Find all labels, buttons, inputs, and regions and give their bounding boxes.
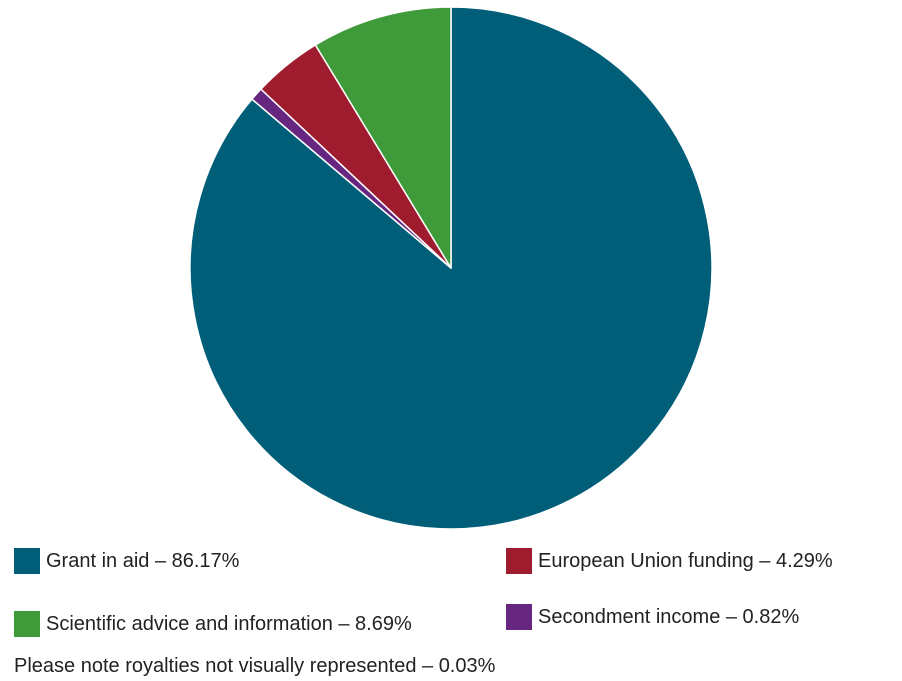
legend-label-scientific-advice: Scientific advice and information – 8.69… [46,612,412,635]
legend-item-scientific-advice: Scientific advice and information – 8.69… [14,611,412,637]
legend-swatch-secondment-income [506,604,532,630]
pie-chart [189,6,713,530]
legend-swatch-scientific-advice [14,611,40,637]
pie-slice-scientific-advice-and-information [314,6,452,269]
legend-item-grant-in-aid: Grant in aid – 86.17% [14,548,239,574]
legend-label-grant-in-aid: Grant in aid – 86.17% [46,549,240,572]
legend-swatch-european-union-funding [506,548,532,574]
legend-label-european-union-funding: European Union funding – 4.29% [538,549,833,572]
legend-label-secondment-income: Secondment income – 0.82% [538,605,800,628]
legend-item-secondment-income: Secondment income – 0.82% [506,604,799,630]
legend-item-european-union-funding: European Union funding – 4.29% [506,548,833,574]
footnote: Please note royalties not visually repre… [14,655,496,677]
legend-swatch-grant-in-aid [14,548,40,574]
